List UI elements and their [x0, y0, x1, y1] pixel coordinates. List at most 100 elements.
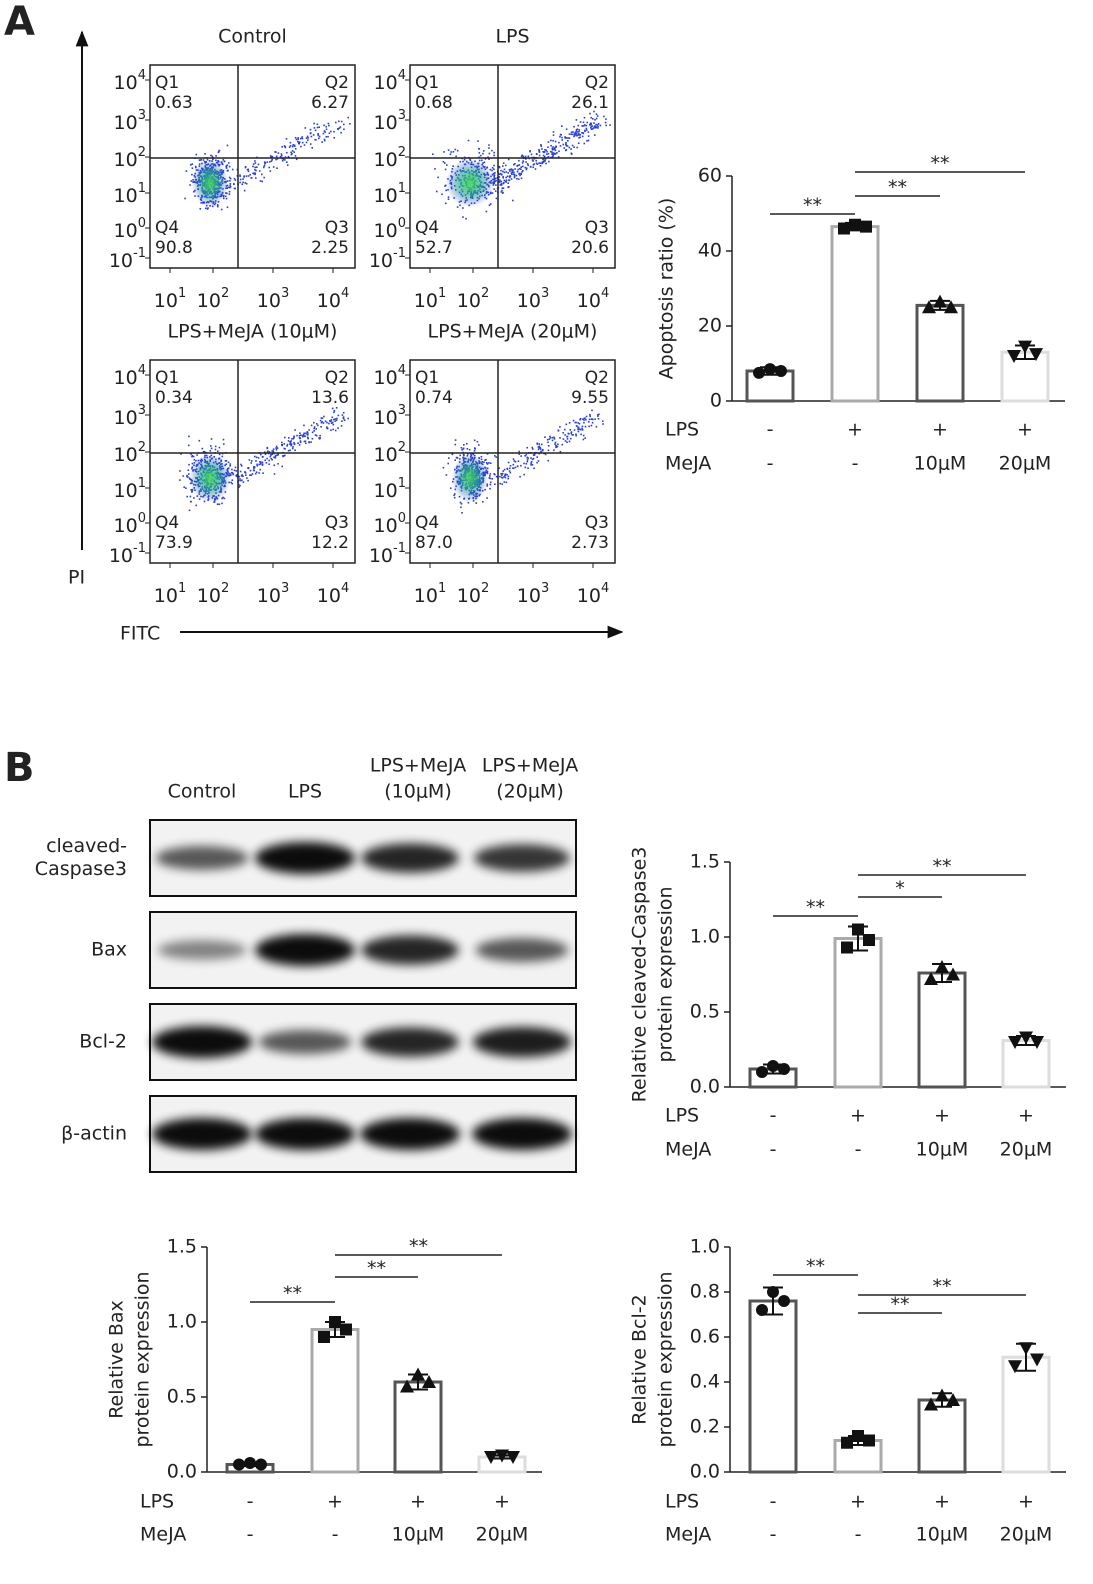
event-dot: [293, 435, 295, 437]
event-dot: [320, 421, 323, 424]
significance-label: **: [931, 153, 950, 175]
event-dot: [565, 143, 567, 146]
event-dot: [274, 456, 277, 458]
event-dot: [579, 418, 581, 421]
event-dot: [201, 447, 204, 450]
y-tick-label: 101: [374, 181, 406, 207]
tick-base: 10: [154, 585, 178, 607]
event-dot: [337, 128, 339, 131]
event-dot: [273, 464, 275, 467]
bar: [917, 1398, 967, 1474]
event-dot: [210, 447, 213, 450]
event-dot: [538, 150, 540, 152]
event-dot: [529, 166, 532, 168]
event-dot: [454, 493, 456, 495]
event-dot: [525, 161, 527, 163]
event-dot: [241, 474, 243, 476]
quadrant-name: Q4: [155, 218, 179, 238]
event-dot: [202, 159, 205, 161]
event-dot: [503, 179, 506, 182]
event-dot: [323, 415, 325, 418]
event-dot: [233, 177, 236, 180]
event-dot: [324, 420, 327, 423]
data-point: [775, 365, 787, 377]
event-dot: [465, 217, 467, 220]
x-tick-label: 101: [414, 581, 446, 607]
event-dot: [227, 461, 230, 464]
tick-base: 10: [414, 585, 438, 607]
data-point: [1019, 1031, 1033, 1045]
y-tick-label: 103: [114, 108, 146, 134]
event-dot: [289, 443, 291, 445]
event-dot: [310, 135, 313, 138]
blot-band: [152, 1026, 252, 1058]
event-dot: [266, 161, 269, 163]
event-dot: [266, 457, 268, 460]
event-dot: [525, 158, 527, 160]
event-dot: [554, 443, 556, 445]
event-dot: [582, 418, 584, 420]
event-dot: [554, 146, 556, 149]
event-dot: [547, 449, 550, 452]
category-label: 10μM: [916, 1524, 969, 1546]
event-dot: [338, 127, 341, 129]
event-dot: [256, 463, 258, 466]
event-dot: [491, 167, 494, 169]
data-point: [1008, 1036, 1022, 1049]
event-dot: [304, 440, 307, 443]
event-dot: [261, 173, 263, 176]
tick-base: 10: [374, 72, 398, 94]
y-tick-label: 100: [374, 216, 406, 242]
data-point: [756, 1304, 768, 1316]
event-dot: [486, 463, 489, 465]
event-dot: [332, 423, 335, 426]
event-dot: [513, 163, 515, 166]
event-dot: [577, 124, 580, 127]
event-dot: [503, 481, 506, 483]
quadrant-value: 0.74: [415, 388, 453, 408]
event-dot: [447, 198, 450, 200]
event-dot: [437, 176, 439, 179]
blot-column-label: LPS+MeJA: [370, 755, 466, 777]
event-dot: [302, 433, 305, 436]
data-point: [255, 1458, 267, 1471]
quadrant-value: 73.9: [155, 533, 193, 553]
event-dot: [589, 415, 591, 418]
y-tick-label: 102: [114, 145, 146, 171]
quadrant-name: Q3: [585, 513, 609, 533]
tick-exp: 0: [138, 216, 146, 231]
event-dot: [244, 182, 247, 184]
event-dot: [467, 453, 469, 455]
tick-exp: 2: [221, 286, 229, 301]
tick-base: 10: [114, 444, 138, 466]
data-point: [946, 967, 960, 981]
y-tick-label: 0: [710, 390, 722, 412]
event-dot: [489, 483, 492, 486]
event-dot: [199, 208, 202, 210]
event-dot: [493, 188, 495, 190]
event-dot: [590, 123, 593, 126]
y-tick-label: 100: [374, 511, 406, 537]
event-dot: [236, 475, 238, 478]
event-dot: [290, 444, 292, 447]
event-dot: [325, 125, 327, 128]
event-dot: [552, 153, 554, 156]
event-dot: [444, 185, 446, 187]
tick-exp: 4: [341, 581, 349, 596]
event-dot: [523, 462, 525, 465]
category-row-name: MeJA: [665, 1139, 711, 1161]
event-dot: [275, 155, 278, 158]
data-point: [778, 1295, 790, 1307]
tick-exp: 1: [178, 286, 186, 301]
event-dot: [578, 137, 580, 139]
event-dot: [548, 160, 550, 163]
event-dot: [505, 176, 507, 179]
significance-label: *: [895, 878, 905, 900]
x-tick-label: 102: [457, 581, 489, 607]
event-dot: [225, 460, 228, 462]
event-dot: [347, 417, 349, 420]
event-dot: [293, 144, 296, 147]
event-dot: [486, 485, 488, 487]
event-dot: [275, 445, 278, 448]
event-dot: [603, 115, 605, 118]
